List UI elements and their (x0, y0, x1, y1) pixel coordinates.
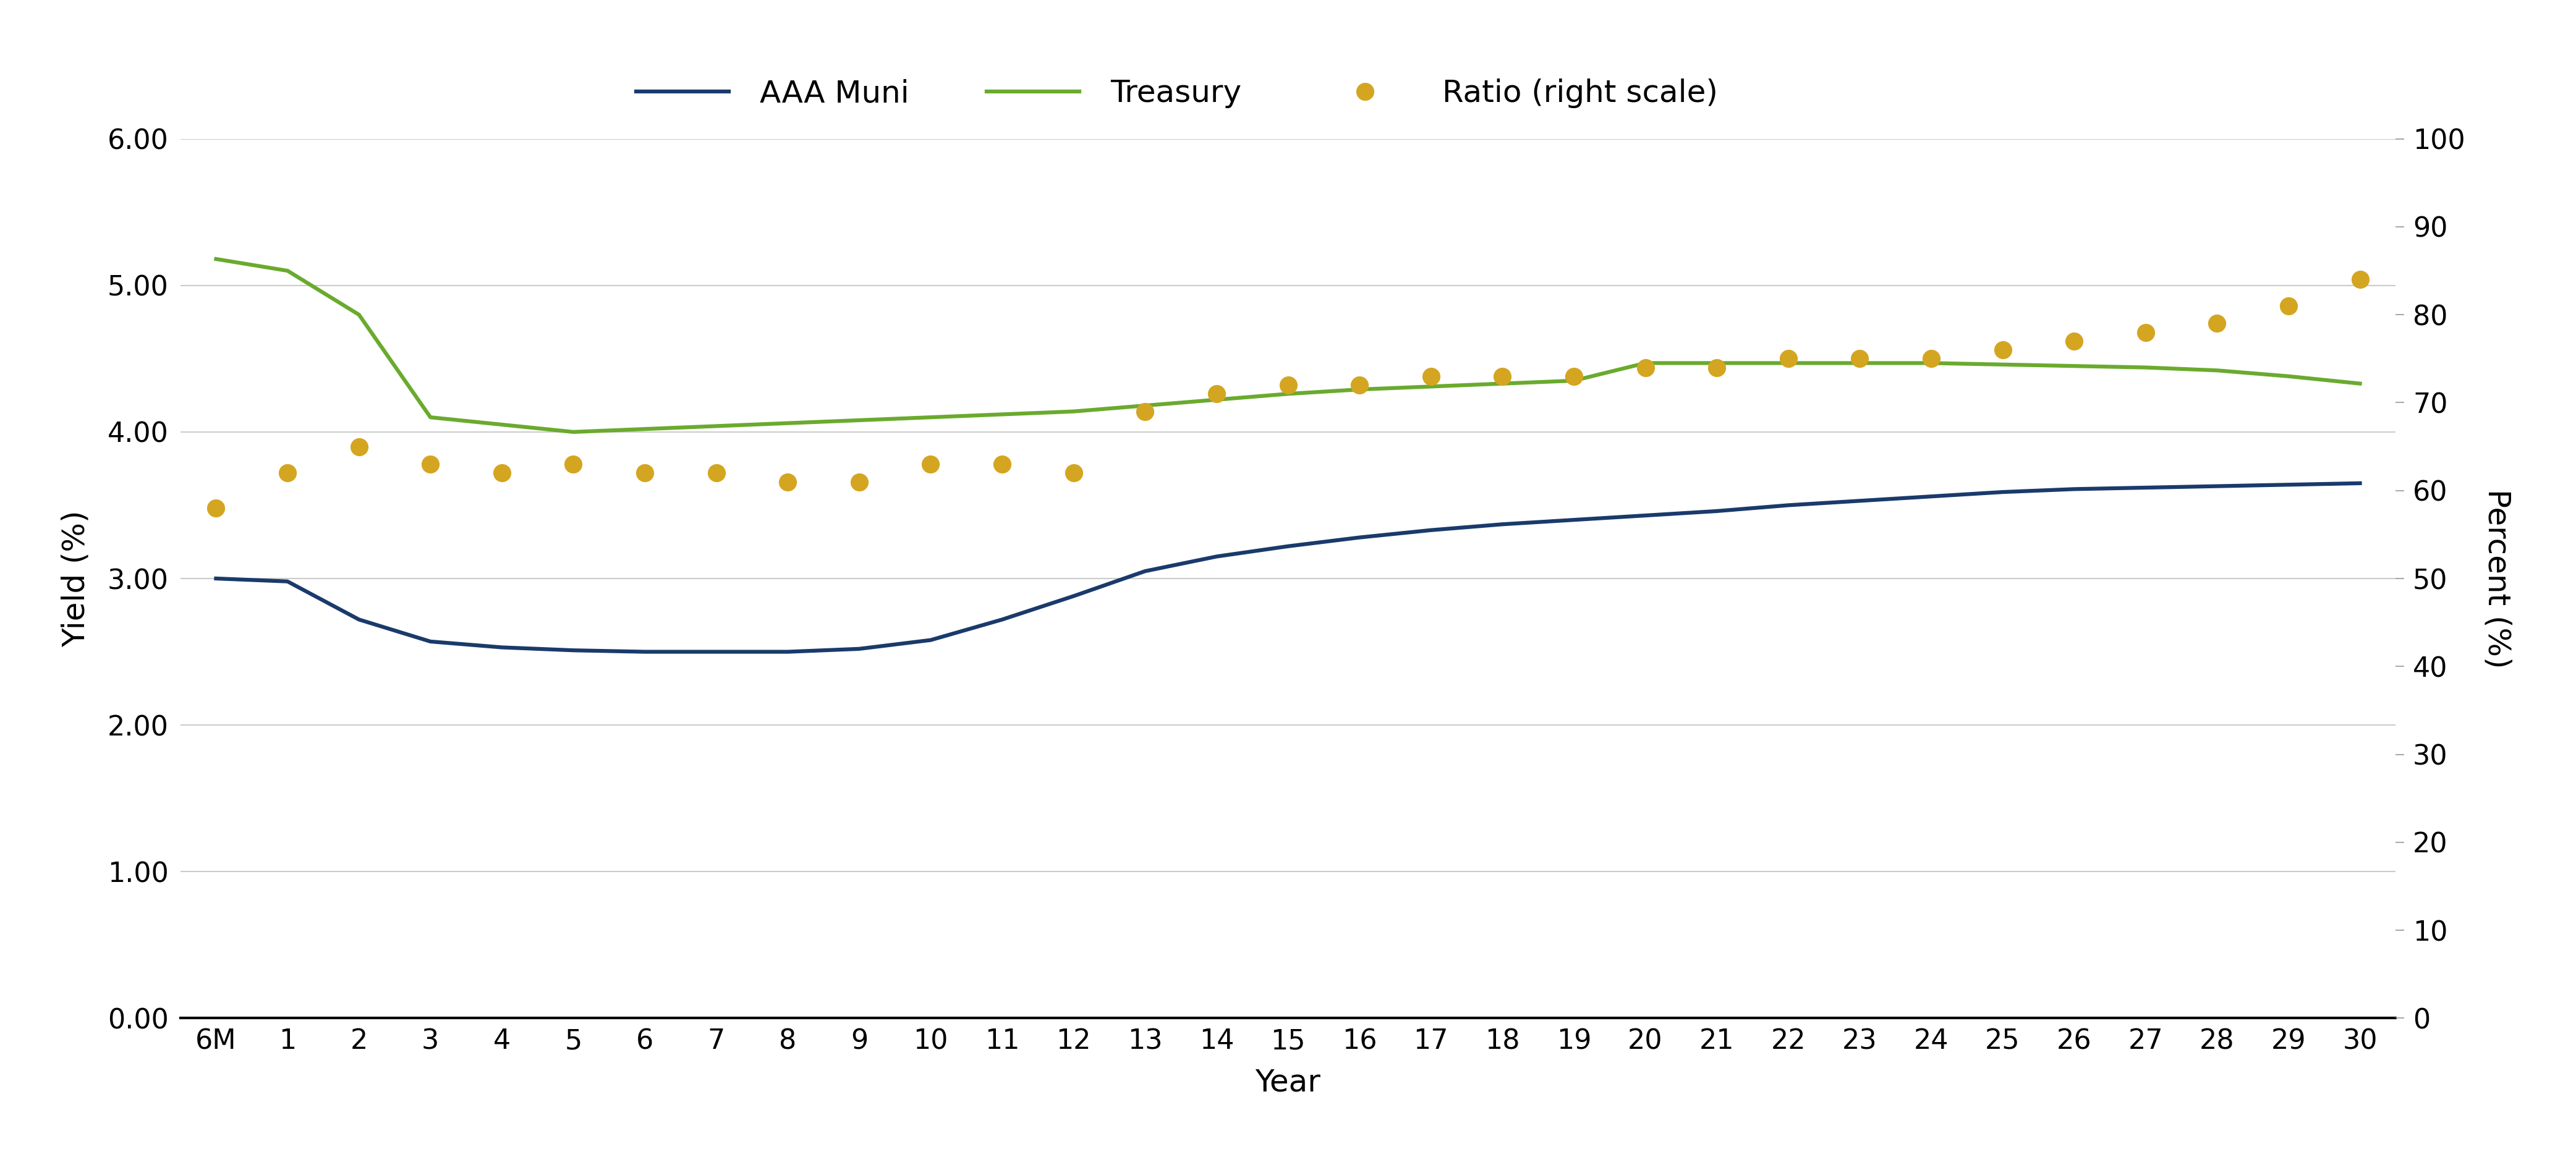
Y-axis label: Yield (%): Yield (%) (62, 510, 90, 647)
Point (1340, 376, 1381, 395)
Point (768, 472, 809, 491)
Point (981, 455, 1023, 473)
Point (2197, 315, 2239, 333)
Point (909, 455, 951, 473)
Point (482, 464, 523, 482)
Point (554, 455, 595, 473)
Point (840, 472, 881, 491)
Point (410, 455, 451, 473)
Point (2267, 296, 2308, 315)
Point (696, 464, 737, 482)
Point (1409, 367, 1450, 385)
Point (1267, 376, 1309, 395)
Point (1695, 359, 1736, 377)
Point (268, 464, 309, 482)
Point (196, 499, 237, 517)
Point (1911, 349, 1953, 368)
Point (1981, 340, 2022, 359)
Point (1553, 367, 1595, 385)
Point (2053, 332, 2094, 351)
Legend: AAA Muni, Treasury, Ratio (right scale): AAA Muni, Treasury, Ratio (right scale) (623, 66, 1731, 120)
Y-axis label: Percent (%): Percent (%) (2483, 488, 2512, 669)
Point (337, 437, 379, 456)
Point (1839, 349, 1880, 368)
Point (1767, 349, 1808, 368)
Point (1195, 384, 1236, 403)
Point (1625, 359, 1667, 377)
Point (2125, 323, 2166, 341)
Point (1481, 367, 1522, 385)
Point (1126, 403, 1167, 421)
Point (2339, 271, 2380, 289)
X-axis label: Year: Year (1255, 1068, 1321, 1097)
Point (623, 464, 665, 482)
Point (1054, 464, 1095, 482)
